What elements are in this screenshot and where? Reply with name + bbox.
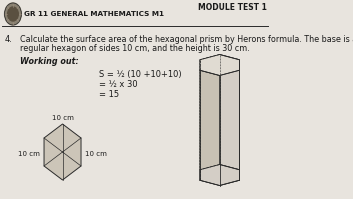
Text: = 15: = 15 xyxy=(99,90,119,99)
Text: = ½ x 30: = ½ x 30 xyxy=(99,80,138,89)
Text: Calculate the surface area of the hexagonal prism by Herons formula. The base is: Calculate the surface area of the hexago… xyxy=(20,35,353,44)
Circle shape xyxy=(5,3,21,25)
Text: 4.: 4. xyxy=(5,35,12,44)
Text: 10 cm: 10 cm xyxy=(52,115,73,121)
Text: MODULE TEST 1: MODULE TEST 1 xyxy=(198,4,267,13)
Polygon shape xyxy=(220,70,239,185)
Polygon shape xyxy=(200,55,239,75)
Circle shape xyxy=(8,7,18,21)
Text: 10 cm: 10 cm xyxy=(18,151,40,157)
Polygon shape xyxy=(200,55,220,170)
Text: S = ½ (10 +10+10): S = ½ (10 +10+10) xyxy=(99,70,182,79)
Polygon shape xyxy=(220,55,239,170)
Text: GR 11 GENERAL MATHEMATICS M1: GR 11 GENERAL MATHEMATICS M1 xyxy=(24,11,164,17)
Polygon shape xyxy=(200,70,220,185)
Polygon shape xyxy=(200,165,239,185)
Polygon shape xyxy=(44,124,81,180)
Text: regular hexagon of sides 10 cm, and the height is 30 cm.: regular hexagon of sides 10 cm, and the … xyxy=(20,44,250,53)
Text: 10 cm: 10 cm xyxy=(85,151,107,157)
Text: Working out:: Working out: xyxy=(20,57,79,66)
